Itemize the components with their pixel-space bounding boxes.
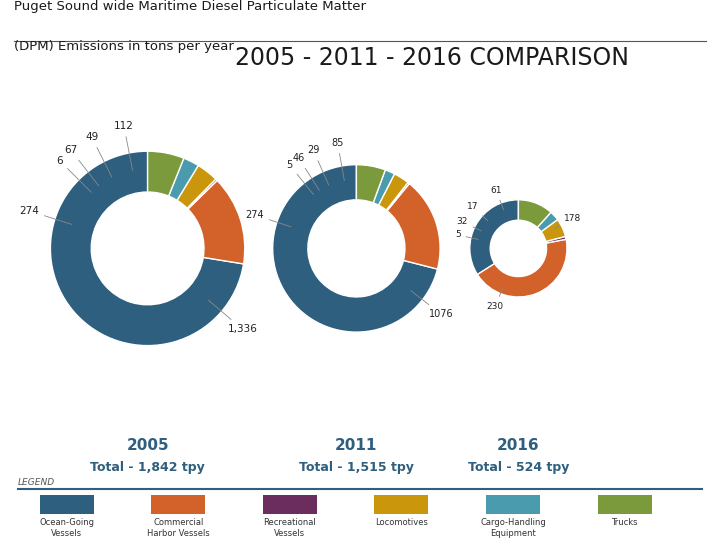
Wedge shape	[546, 237, 566, 243]
Wedge shape	[356, 165, 385, 203]
Text: 5: 5	[455, 231, 478, 239]
Text: Total - 1,515 tpy: Total - 1,515 tpy	[299, 461, 414, 474]
Text: Locomotives: Locomotives	[375, 518, 428, 527]
Wedge shape	[188, 180, 245, 264]
Text: (DPM) Emissions in tons per year: (DPM) Emissions in tons per year	[14, 40, 234, 53]
Text: 1,336: 1,336	[208, 300, 257, 334]
Text: 2005: 2005	[126, 438, 169, 453]
Wedge shape	[470, 200, 518, 274]
Text: 274: 274	[246, 210, 291, 227]
Wedge shape	[148, 151, 184, 196]
Text: 178: 178	[554, 214, 582, 228]
Text: 46: 46	[292, 153, 320, 190]
FancyBboxPatch shape	[374, 495, 428, 514]
FancyBboxPatch shape	[40, 495, 94, 514]
Wedge shape	[387, 183, 409, 211]
Text: 5: 5	[287, 160, 313, 194]
Text: Ocean-Going
Vessels: Ocean-Going Vessels	[39, 518, 94, 538]
Wedge shape	[177, 165, 216, 208]
Text: LEGEND: LEGEND	[18, 478, 55, 487]
Wedge shape	[187, 179, 217, 209]
Wedge shape	[387, 184, 440, 269]
FancyBboxPatch shape	[151, 495, 205, 514]
Wedge shape	[50, 151, 243, 346]
Text: 2016: 2016	[497, 438, 540, 453]
Wedge shape	[537, 212, 557, 232]
Text: 49: 49	[85, 132, 112, 177]
Text: Commercial
Harbor Vessels: Commercial Harbor Vessels	[147, 518, 210, 538]
Text: 85: 85	[331, 138, 344, 180]
Text: 29: 29	[307, 145, 329, 185]
Wedge shape	[373, 170, 395, 205]
Circle shape	[310, 201, 403, 295]
Text: 2011: 2011	[336, 438, 377, 453]
Text: Recreational
Vessels: Recreational Vessels	[264, 518, 316, 538]
Text: 32: 32	[456, 217, 481, 231]
Text: 17: 17	[467, 202, 488, 221]
Wedge shape	[477, 239, 567, 297]
Text: 230: 230	[487, 287, 504, 310]
Text: 274: 274	[19, 206, 72, 225]
Text: Total - 1,842 tpy: Total - 1,842 tpy	[90, 461, 205, 474]
FancyBboxPatch shape	[263, 495, 317, 514]
Wedge shape	[379, 174, 408, 210]
Text: Cargo-Handling
Equipment: Cargo-Handling Equipment	[480, 518, 546, 538]
Wedge shape	[518, 200, 551, 227]
FancyBboxPatch shape	[486, 495, 540, 514]
Text: Puget Sound wide Maritime Diesel Particulate Matter: Puget Sound wide Maritime Diesel Particu…	[14, 0, 366, 13]
Text: 61: 61	[490, 186, 504, 210]
Circle shape	[491, 221, 546, 276]
Text: Total - 524 tpy: Total - 524 tpy	[468, 461, 569, 474]
FancyBboxPatch shape	[598, 495, 652, 514]
Circle shape	[93, 194, 202, 303]
Text: Trucks: Trucks	[611, 518, 638, 527]
Text: 67: 67	[64, 145, 99, 186]
Text: 112: 112	[114, 122, 134, 170]
Text: 6: 6	[56, 156, 91, 192]
Wedge shape	[541, 220, 565, 241]
Text: 1076: 1076	[411, 291, 454, 319]
Text: 2005 - 2011 - 2016 COMPARISON: 2005 - 2011 - 2016 COMPARISON	[235, 46, 629, 70]
Wedge shape	[168, 158, 198, 200]
Wedge shape	[273, 165, 438, 332]
